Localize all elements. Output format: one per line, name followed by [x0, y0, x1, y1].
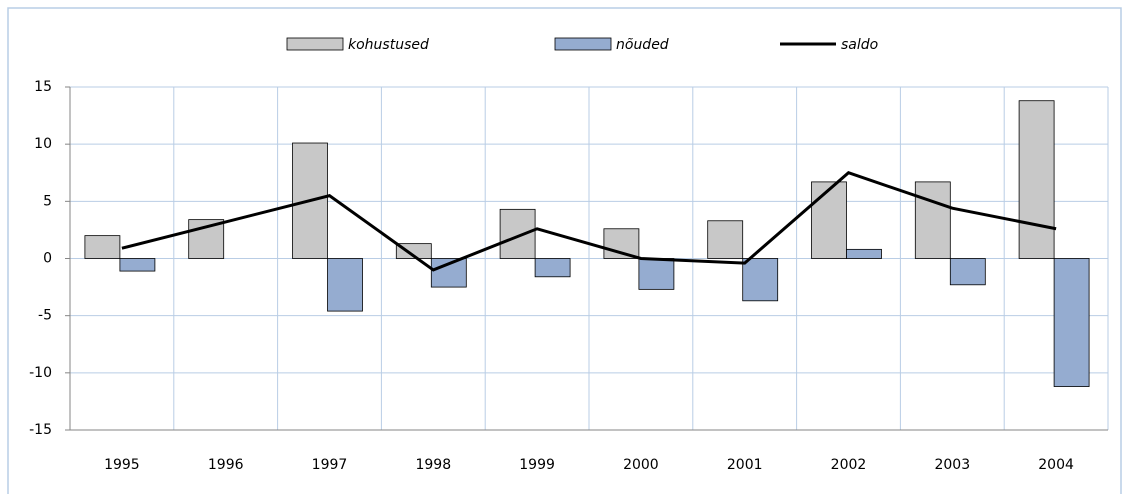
- legend-label: kohustused: [348, 37, 429, 53]
- bar: [707, 220, 744, 259]
- bar: [811, 181, 847, 259]
- legend-swatch: [554, 37, 612, 51]
- x-tick-label: 1998: [415, 457, 451, 473]
- x-tick-label: 2002: [831, 457, 867, 473]
- bar: [949, 258, 986, 286]
- x-tick-label: 1997: [312, 457, 348, 473]
- chart-frame: [7, 7, 1122, 494]
- x-tick-label: 2001: [727, 457, 763, 473]
- bar: [327, 258, 363, 312]
- legend-label: saldo: [841, 37, 878, 53]
- bar: [1053, 258, 1090, 387]
- y-tick-label: 5: [43, 193, 52, 209]
- y-tick-label: 0: [43, 251, 52, 267]
- x-tick-label: 1995: [104, 457, 140, 473]
- y-tick-label: -15: [29, 422, 52, 438]
- y-tick-label: 15: [34, 79, 52, 95]
- bar: [638, 258, 675, 290]
- x-tick-label: 1996: [208, 457, 244, 473]
- legend-label: nõuded: [616, 37, 669, 53]
- y-tick-label: 10: [34, 136, 52, 152]
- bar: [119, 258, 156, 272]
- x-tick-label: 2003: [934, 457, 970, 473]
- line-series: [121, 171, 1057, 272]
- bar: [395, 243, 432, 259]
- y-tick-label: -10: [29, 365, 52, 381]
- bar: [742, 258, 779, 302]
- bar: [534, 258, 571, 278]
- bar: [84, 235, 121, 259]
- bar: [499, 208, 536, 259]
- bar: [914, 181, 951, 259]
- bar: [1018, 100, 1055, 259]
- x-tick-label: 2004: [1038, 457, 1074, 473]
- x-tick-label: 1999: [519, 457, 555, 473]
- bar: [846, 248, 882, 259]
- legend-swatch: [286, 37, 344, 51]
- x-tick-label: 2000: [623, 457, 659, 473]
- y-tick-label: -5: [38, 308, 52, 324]
- bar: [430, 258, 467, 288]
